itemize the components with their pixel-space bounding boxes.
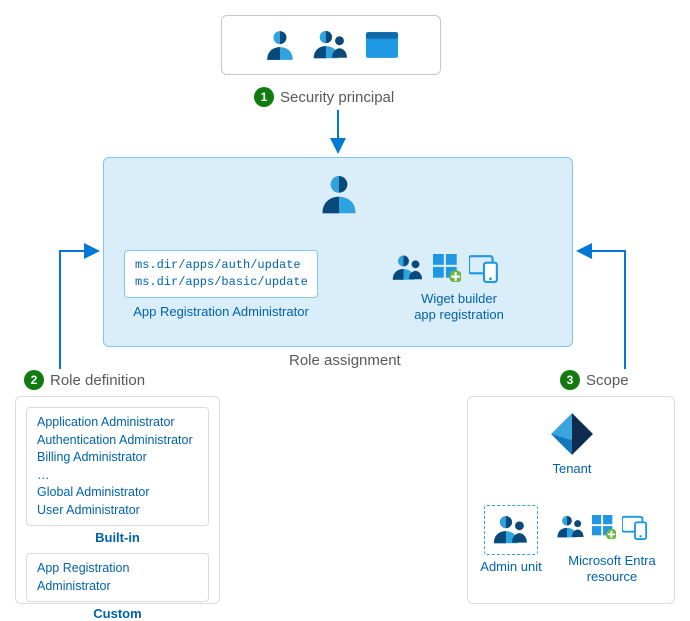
permissions-caption: App Registration Administrator — [126, 304, 316, 320]
builtin-role-item: Global Administrator — [37, 484, 198, 502]
builtin-role-item: User Administrator — [37, 502, 198, 520]
badge-1: 1 — [254, 87, 274, 107]
resource-grid-plus-icon — [592, 515, 616, 539]
arrow-left — [60, 251, 96, 369]
resource-devices-icon — [622, 514, 648, 540]
role-definition-text: Role definition — [50, 372, 145, 389]
permissions-code: ms.dir/apps/auth/update ms.dir/apps/basi… — [135, 257, 307, 291]
grid-plus-icon — [433, 254, 461, 282]
entra-tenant-icon — [549, 411, 595, 457]
resource-group-icon — [556, 513, 586, 541]
scope-label: 3 Scope — [560, 370, 629, 390]
resource-caption: Microsoft Entra resource — [556, 553, 668, 584]
role-definition-box: Application Administrator Authentication… — [15, 396, 220, 604]
scope-text: Scope — [586, 372, 629, 389]
resource-icons — [391, 253, 499, 283]
group-icon — [391, 253, 425, 283]
resource-cluster — [556, 513, 648, 541]
principal-person-icon — [317, 172, 361, 216]
group-icon — [311, 28, 351, 62]
permissions-box: ms.dir/apps/auth/update ms.dir/apps/basi… — [124, 250, 318, 298]
badge-2: 2 — [24, 370, 44, 390]
resource-caption: Wiget builder app registration — [399, 291, 519, 322]
badge-3: 3 — [560, 370, 580, 390]
security-principal-text: Security principal — [280, 89, 394, 106]
role-assignment-label: Role assignment — [289, 352, 401, 369]
admin-unit-caption: Admin unit — [474, 559, 548, 575]
builtin-caption: Built-in — [26, 530, 209, 545]
security-principal-label: 1 Security principal — [254, 87, 394, 107]
arrow-right — [580, 251, 625, 369]
builtin-role-item: Billing Administrator — [37, 449, 198, 467]
tenant-caption: Tenant — [468, 461, 676, 477]
admin-unit-group-icon — [492, 513, 530, 547]
custom-role-box: App Registration Administrator — [26, 553, 209, 602]
builtin-role-item: … — [37, 467, 198, 485]
devices-icon — [469, 253, 499, 283]
admin-unit-box — [484, 505, 538, 555]
security-principal-box — [221, 15, 441, 75]
builtin-role-item: Authentication Administrator — [37, 432, 198, 450]
scope-box: Tenant Admin unit Microsoft Entra resour… — [467, 396, 675, 604]
builtin-role-item: Application Administrator — [37, 414, 198, 432]
person-icon — [263, 28, 297, 62]
builtin-roles-box: Application Administrator Authentication… — [26, 407, 209, 526]
role-definition-label: 2 Role definition — [24, 370, 145, 390]
custom-role-item: App Registration Administrator — [37, 560, 198, 595]
role-assignment-panel: ms.dir/apps/auth/update ms.dir/apps/basi… — [103, 157, 573, 347]
app-window-icon — [365, 30, 399, 60]
